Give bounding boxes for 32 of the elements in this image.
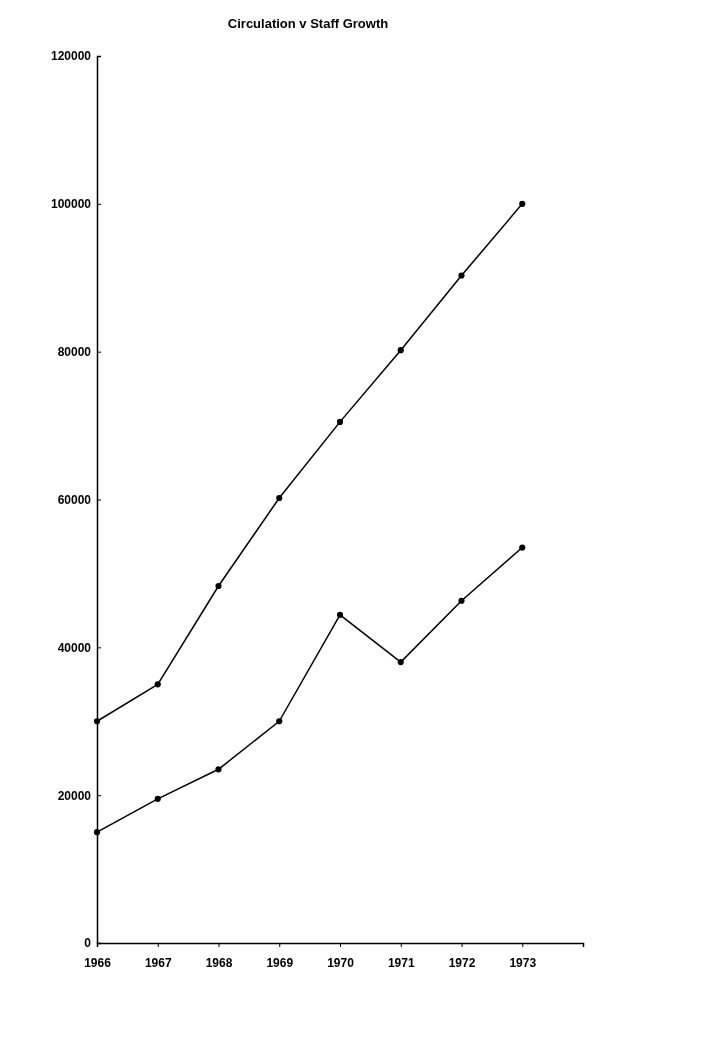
point — [215, 582, 222, 590]
chart-title: Circulation v Staff Growth — [227, 16, 389, 31]
y-tick-label: 80000 — [57, 345, 92, 360]
point — [276, 718, 283, 725]
x-tick-label: 1970 — [327, 955, 355, 970]
x-tick-label: 1971 — [387, 955, 415, 970]
point — [154, 795, 161, 802]
x-tick-label: 1968 — [205, 955, 233, 970]
y-tick-label: 0 — [84, 936, 92, 951]
point — [93, 718, 101, 725]
point — [276, 494, 283, 502]
point — [458, 272, 465, 279]
y-tick-label: 40000 — [57, 640, 92, 655]
x-tick-label: 1969 — [266, 955, 294, 970]
y-tick-label: 120000 — [50, 49, 92, 64]
y-tick-label: 100000 — [50, 197, 92, 212]
point — [397, 347, 404, 354]
point — [458, 597, 465, 604]
x-tick-label: 1973 — [509, 955, 537, 970]
y-tick-label: 20000 — [57, 788, 92, 803]
point — [336, 418, 344, 425]
x-tick-label: 1967 — [144, 955, 172, 970]
point — [336, 611, 344, 618]
point — [93, 829, 101, 836]
point — [397, 659, 404, 666]
point — [215, 766, 222, 773]
point — [154, 681, 161, 688]
x-tick-label: 1972 — [448, 955, 476, 970]
y-tick-label: 60000 — [57, 492, 92, 507]
point — [519, 200, 526, 207]
x-tick-label: 1966 — [84, 955, 112, 970]
point — [519, 544, 526, 551]
